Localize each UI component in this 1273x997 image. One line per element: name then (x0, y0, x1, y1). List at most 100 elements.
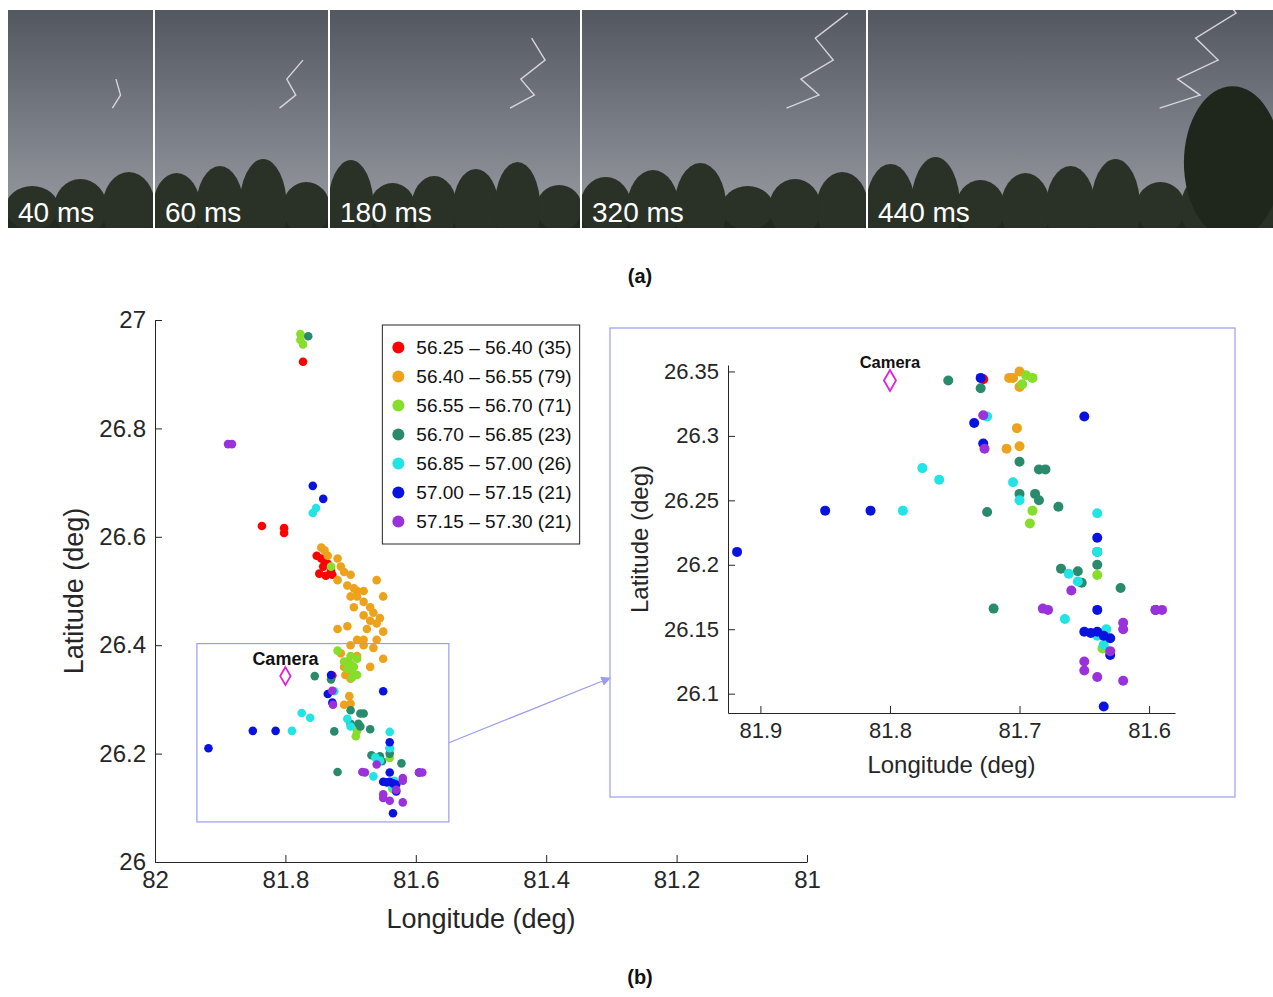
point (372, 576, 381, 585)
point (322, 572, 331, 581)
point (820, 506, 830, 516)
tick-mark (807, 855, 808, 862)
point (1092, 547, 1102, 557)
point (382, 778, 391, 787)
y-axis-title: Latitude (deg) (59, 508, 89, 675)
point (982, 507, 992, 517)
point (299, 340, 308, 349)
x-axis-title: Longitude (deg) (867, 751, 1035, 778)
point (1151, 605, 1161, 615)
tick-label: 81.6 (1128, 718, 1171, 743)
point (372, 619, 381, 628)
point (297, 709, 306, 718)
tick-mark (155, 537, 162, 538)
point (1060, 614, 1070, 624)
axis-line (156, 862, 808, 863)
point (379, 654, 388, 663)
point (1092, 672, 1102, 682)
tick-label: 26.6 (99, 523, 146, 550)
point (398, 776, 407, 785)
point (1004, 373, 1014, 383)
point (732, 547, 742, 557)
point (343, 715, 352, 724)
point (392, 786, 401, 795)
tick: 27 (119, 306, 162, 333)
point (379, 592, 388, 601)
point (1151, 605, 1161, 615)
tick-label: 81.7 (999, 718, 1042, 743)
tick-label: 81 (794, 866, 821, 893)
frame-time: 180 ms (340, 197, 432, 228)
lightning (280, 60, 303, 108)
point (361, 768, 370, 777)
axis-line (729, 713, 1176, 714)
tick: 81.6 (1128, 706, 1171, 743)
legend-label: 56.70 – 56.85 (23) (416, 424, 571, 445)
point (352, 732, 361, 741)
photo-frame: 180 ms (328, 10, 582, 256)
point (328, 686, 337, 695)
x-axis: 81.981.881.781.6 (729, 706, 1176, 743)
tick-label: 26 (119, 848, 146, 875)
point (1064, 569, 1074, 579)
tick: 26.35 (664, 359, 735, 384)
point (1015, 441, 1025, 451)
panel-label: (a) (628, 265, 652, 287)
zoom-arrow (449, 678, 610, 743)
chart: 81.981.881.781.626.126.1526.226.2526.326… (626, 353, 1176, 778)
tick: 26.2 (676, 552, 735, 577)
point (1015, 495, 1025, 505)
y-axis: 26.126.1526.226.2526.326.35 (664, 359, 735, 714)
series (288, 504, 399, 792)
tick: 26.2 (99, 740, 162, 767)
figure: 40 ms60 ms180 ms320 ms440 ms(a)8281.881.… (0, 0, 1273, 997)
point (333, 646, 342, 655)
point (249, 727, 258, 736)
photo-strip: 40 ms60 ms180 ms320 ms440 ms (6, 0, 1273, 259)
point (1092, 570, 1102, 580)
point (310, 672, 319, 681)
tick: 26 (119, 848, 162, 875)
point (330, 727, 339, 736)
lightning (786, 13, 847, 108)
tick-mark (285, 855, 286, 862)
tick-label: 26.4 (99, 631, 146, 658)
point (1073, 577, 1083, 587)
photo-frame: 320 ms (580, 10, 869, 253)
point (346, 641, 355, 650)
y-axis-title: Latitude (deg) (626, 465, 653, 613)
point (398, 798, 407, 807)
point (327, 562, 336, 571)
point (1092, 533, 1102, 543)
point (333, 768, 342, 777)
point (1118, 624, 1128, 634)
point (385, 796, 394, 805)
point (1116, 583, 1126, 593)
point (415, 768, 424, 777)
point (369, 772, 378, 781)
frame-time: 320 ms (592, 197, 684, 228)
legend-label: 57.15 – 57.30 (21) (416, 511, 571, 532)
photo-frame: 60 ms (153, 10, 330, 257)
point (1092, 547, 1102, 557)
point (372, 760, 381, 769)
tick: 81.4 (523, 855, 570, 893)
point (1092, 508, 1102, 518)
point (346, 570, 355, 579)
tick-mark (728, 565, 735, 566)
point (1099, 702, 1109, 712)
tick: 26.15 (664, 617, 735, 642)
point (415, 768, 424, 777)
tick-mark (760, 706, 761, 713)
tick: 81.2 (654, 855, 701, 893)
tick: 81.8 (869, 706, 912, 743)
series (898, 412, 1111, 650)
point (329, 701, 338, 710)
tick-label: 26.15 (664, 617, 719, 642)
point (333, 625, 342, 634)
tick-label: 81.2 (654, 866, 701, 893)
tick-mark (677, 855, 678, 862)
point (898, 506, 908, 516)
point (969, 418, 979, 428)
tick-label: 81.8 (869, 718, 912, 743)
